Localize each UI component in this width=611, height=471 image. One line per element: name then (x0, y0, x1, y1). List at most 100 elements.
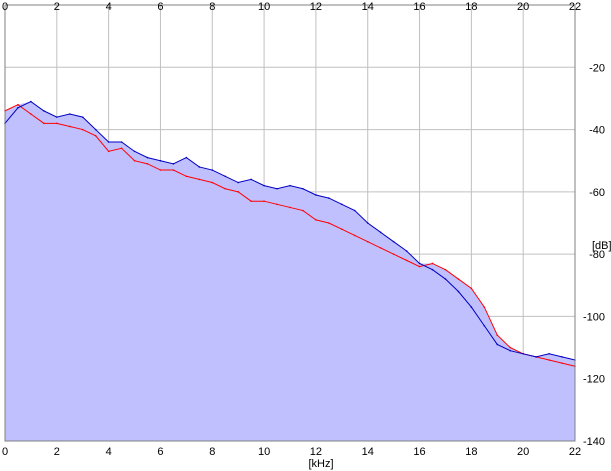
series-2-point (43, 110, 45, 112)
x-ticks-top: 0 2 4 6 8 10 12 14 16 18 20 22 (2, 1, 581, 13)
series-1-point (457, 278, 460, 280)
series-2-point (30, 100, 32, 103)
series-2-point (483, 324, 486, 327)
x-axis-label: [kHz] (308, 458, 333, 470)
y-tick-label: -60 (589, 187, 605, 199)
series-2-point (496, 343, 499, 346)
series-1-point (81, 128, 84, 131)
y-tick-label: -40 (589, 125, 605, 137)
series-2-point (405, 250, 408, 252)
series-2-point (56, 116, 58, 118)
series-2-point (172, 163, 175, 165)
series-2-point (457, 290, 460, 293)
x-tick-label-top: 22 (569, 1, 581, 13)
series-1-point (107, 150, 110, 153)
series-2-point (17, 106, 19, 109)
series-1-point (509, 346, 512, 349)
series-1-point (120, 147, 123, 150)
series-2-point (379, 231, 382, 234)
series-1-point (56, 122, 58, 125)
series-1-point (405, 259, 408, 262)
series-2-point (353, 209, 356, 212)
x-tick-label-bottom: 16 (413, 446, 425, 458)
series-2-point (224, 175, 227, 178)
series-2-point (289, 184, 291, 187)
series-2-point (418, 262, 421, 265)
y-axis-label: [dB] (592, 240, 611, 252)
series-2-point (444, 278, 447, 280)
y-tick-label: -120 (583, 374, 605, 386)
series-1-point (496, 334, 499, 336)
series-1-point (237, 191, 239, 193)
series-1-point (379, 247, 382, 249)
series-1-point (561, 362, 563, 364)
series-2-point (561, 356, 563, 358)
series-1-point (43, 122, 45, 125)
series-1-point (198, 178, 201, 181)
series-2-point (120, 141, 123, 143)
x-tick-label-bottom: 2 (54, 446, 60, 458)
series-1-point (315, 219, 317, 221)
plot-frame (4, 4, 576, 442)
x-tick-label-bottom: 14 (362, 446, 374, 458)
series-2-point (211, 169, 214, 171)
series-1-point (444, 268, 447, 271)
series-1-point (289, 206, 291, 209)
series-2-point (94, 128, 97, 131)
series-2-point (107, 141, 110, 143)
x-tick-label-bottom: 20 (517, 446, 529, 458)
y-tick-label: -20 (589, 62, 605, 74)
series-1-point (392, 253, 395, 255)
series-1-point (146, 163, 149, 165)
y-tick-label: -80 (589, 249, 605, 261)
series-2-point (250, 178, 252, 181)
series-1-point (276, 203, 278, 206)
x-tick-label-top: 0 (2, 1, 8, 13)
x-tick-label-top: 10 (258, 1, 270, 13)
series-1-point (68, 125, 71, 128)
series-1-point (172, 169, 175, 171)
x-ticks-bottom: 0 2 4 6 8 10 12 14 16 18 20 22 (2, 446, 581, 458)
y-ticks: -20 -40 -60 -80 -100 -120 -140 (583, 62, 605, 448)
x-tick-label-top: 16 (413, 1, 425, 13)
series-2-point (328, 197, 330, 199)
x-tick-label-top: 14 (362, 1, 374, 13)
series-2-point (81, 116, 84, 118)
series-2-point (133, 150, 136, 153)
x-tick-label-top: 6 (157, 1, 163, 13)
series-1-point (94, 135, 97, 137)
series-2-point (522, 353, 524, 355)
series-2-point (276, 187, 278, 190)
series-1-point (224, 187, 227, 190)
x-tick-label-top: 4 (106, 1, 112, 13)
x-tick-label-bottom: 12 (310, 446, 322, 458)
series-2-point (68, 113, 71, 115)
x-tick-label-top: 8 (209, 1, 215, 13)
x-tick-label-bottom: 22 (569, 446, 581, 458)
series-2-point (366, 222, 369, 224)
series-1-point (302, 209, 304, 212)
x-tick-label-bottom: 8 (209, 446, 215, 458)
series-1-point (483, 306, 486, 308)
series-1-point (17, 103, 19, 106)
series-2-point (263, 184, 265, 187)
x-tick-label-top: 12 (310, 1, 322, 13)
series-1-point (185, 175, 188, 178)
series-1-point (211, 181, 214, 184)
series-2-point (535, 356, 537, 358)
spectrum-fill (5, 101, 575, 442)
series-1-point (30, 113, 32, 115)
x-tick-label-bottom: 6 (157, 446, 163, 458)
series-1-point (250, 200, 252, 202)
series-2-point (509, 349, 512, 352)
series-2-point (392, 240, 395, 243)
series-2-point (431, 268, 434, 271)
series-1-point (431, 262, 434, 265)
x-tick-label-bottom: 0 (2, 446, 8, 458)
series-2-point (548, 353, 550, 355)
series-1-point (548, 359, 550, 361)
series-2-point (237, 181, 239, 184)
x-tick-label-bottom: 18 (465, 446, 477, 458)
x-tick-label-top: 2 (54, 1, 60, 13)
